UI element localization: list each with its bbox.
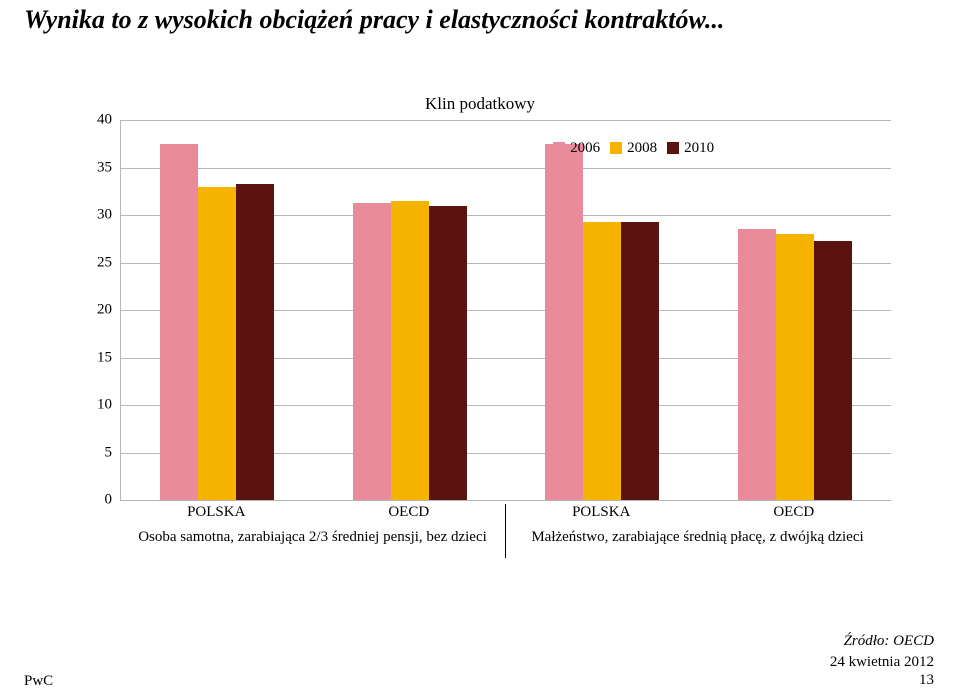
bar-group [314, 120, 507, 500]
parent-group-label: Małżeństwo, zarabiające średnią płacę, z… [505, 528, 890, 547]
bar [814, 241, 852, 500]
y-tick-label: 40 [70, 112, 112, 129]
bar-group [699, 120, 892, 500]
bar [160, 144, 198, 500]
bar [621, 222, 659, 500]
y-tick-label: 10 [70, 397, 112, 414]
legend-item: 2008 [610, 140, 657, 157]
footer-meta: 24 kwietnia 2012 13 [830, 653, 934, 691]
bar [236, 184, 274, 500]
y-tick-label: 25 [70, 254, 112, 271]
bar [776, 234, 814, 500]
source-text: Źródło: OECD [844, 633, 934, 650]
legend-swatch [553, 142, 565, 154]
category-label: POLSKA [505, 504, 698, 521]
plot-area [120, 120, 891, 501]
group-divider [505, 504, 506, 558]
legend-label: 2010 [684, 140, 714, 157]
bar [353, 203, 391, 500]
bar [545, 144, 583, 500]
bar-group [121, 120, 314, 500]
y-tick-label: 0 [70, 492, 112, 509]
bar [583, 222, 621, 500]
bar-group [506, 120, 699, 500]
bar [198, 187, 236, 501]
y-tick-label: 35 [70, 159, 112, 176]
bar [738, 229, 776, 500]
legend-swatch [610, 142, 622, 154]
footer-page: 13 [830, 671, 934, 690]
y-tick-label: 15 [70, 349, 112, 366]
chart-legend: 2006 2008 2010 [553, 140, 714, 157]
footer-date: 24 kwietnia 2012 [830, 653, 934, 672]
legend-label: 2006 [570, 140, 600, 157]
category-label: POLSKA [120, 504, 313, 521]
bar [391, 201, 429, 500]
bar [429, 206, 467, 501]
parent-group-label: Osoba samotna, zarabiająca 2/3 średniej … [120, 528, 505, 547]
legend-item: 2010 [667, 140, 714, 157]
y-tick-label: 30 [70, 207, 112, 224]
legend-item: 2006 [553, 140, 600, 157]
legend-label: 2008 [627, 140, 657, 157]
page-title: Wynika to z wysokich obciążeń pracy i el… [24, 4, 936, 37]
y-tick-label: 20 [70, 302, 112, 319]
legend-swatch [667, 142, 679, 154]
footer-brand: PwC [24, 673, 53, 690]
y-tick-label: 5 [70, 444, 112, 461]
chart-title: Klin podatkowy [0, 94, 960, 114]
chart-area: 0510152025303540 POLSKAOECDPOLSKAOECD Os… [70, 120, 890, 580]
category-label: OECD [313, 504, 506, 521]
category-label: OECD [698, 504, 891, 521]
